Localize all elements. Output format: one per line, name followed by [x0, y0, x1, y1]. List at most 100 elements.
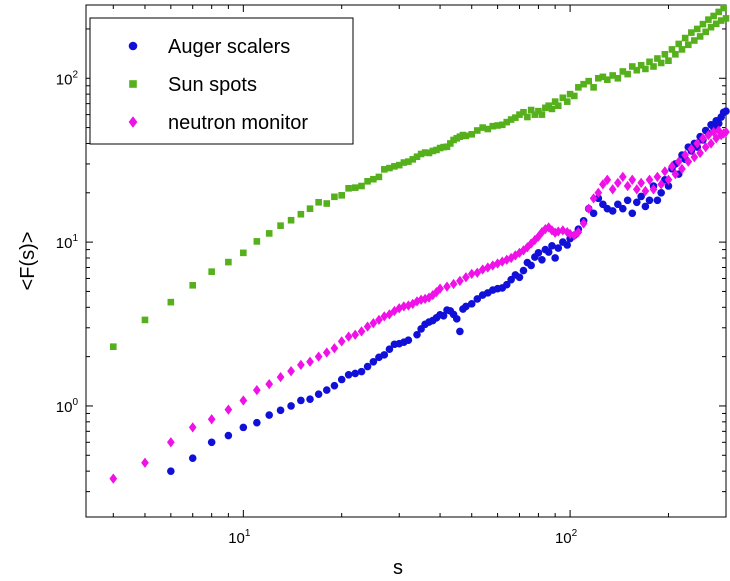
data-point: [628, 174, 637, 185]
data-point: [628, 63, 636, 70]
data-point: [484, 125, 492, 133]
data-point: [265, 378, 274, 390]
data-point: [599, 179, 607, 190]
data-point: [188, 422, 197, 433]
data-point: [589, 209, 598, 218]
data-point: [141, 316, 149, 324]
data-point: [404, 300, 413, 311]
data-point: [594, 187, 603, 198]
data-point: [357, 326, 366, 337]
data-point: [225, 258, 232, 266]
data-point: [417, 150, 425, 158]
data-point: [531, 111, 539, 118]
data-point: [674, 156, 683, 167]
data-point: [693, 25, 701, 33]
data-point: [548, 241, 556, 250]
data-point: [604, 76, 611, 84]
data-point: [473, 295, 482, 303]
data-point: [297, 359, 305, 371]
data-point: [166, 437, 175, 448]
data-point: [722, 107, 730, 115]
legend-label: neutron monitor: [168, 112, 308, 134]
data-point: [515, 273, 524, 282]
data-point: [637, 192, 645, 201]
data-point: [702, 28, 709, 36]
data-point: [440, 143, 447, 151]
data-point: [645, 174, 654, 185]
x-axis-label: s: [393, 557, 403, 579]
data-point: [425, 149, 433, 157]
data-point: [239, 423, 248, 432]
series-auger-scalers: [167, 107, 730, 475]
data-point: [535, 107, 542, 115]
data-point: [314, 390, 323, 398]
data-point: [520, 108, 527, 116]
data-point: [322, 386, 331, 394]
data-point: [467, 300, 476, 308]
data-point: [208, 268, 215, 275]
data-point: [297, 210, 305, 218]
data-point: [502, 254, 511, 265]
data-point: [668, 161, 676, 172]
data-point: [276, 406, 285, 415]
data-point: [574, 227, 583, 238]
data-point: [614, 200, 622, 209]
data-point: [657, 179, 666, 190]
data-point: [665, 57, 672, 64]
data-point: [705, 16, 712, 23]
data-point: [538, 255, 546, 264]
data-point: [395, 161, 403, 169]
data-point: [523, 242, 532, 253]
data-point: [498, 256, 507, 267]
x-tick-label: 101: [228, 528, 251, 547]
data-point: [678, 46, 686, 53]
data-point: [691, 37, 698, 44]
data-point: [363, 362, 372, 371]
data-point: [344, 331, 353, 342]
data-point: [478, 264, 487, 275]
data-point: [468, 130, 476, 138]
data-point: [715, 8, 723, 16]
legend-marker: [129, 80, 137, 88]
data-point: [507, 116, 515, 123]
plot-frame: [85, 4, 727, 518]
series-sun-spots: [109, 4, 730, 350]
data-point: [618, 171, 627, 183]
data-point: [554, 244, 563, 252]
data-point: [646, 58, 653, 66]
data-point: [297, 396, 305, 405]
series-neutron-monitor: [109, 125, 730, 484]
data-point: [436, 144, 444, 152]
data-point: [189, 281, 197, 289]
data-point: [456, 327, 464, 336]
data-point: [527, 261, 535, 270]
data-point: [575, 84, 582, 91]
data-point: [654, 55, 661, 62]
data-point: [479, 124, 486, 131]
data-point: [609, 72, 616, 79]
data-point: [688, 29, 695, 36]
data-point: [207, 414, 216, 425]
data-point: [447, 140, 454, 147]
data-point: [473, 127, 481, 134]
data-point: [502, 280, 511, 289]
data-point: [671, 168, 680, 180]
data-point: [641, 185, 650, 197]
data-point: [527, 106, 535, 114]
data-point: [498, 121, 506, 129]
data-point: [323, 200, 331, 207]
data-point: [375, 173, 383, 181]
data-point: [253, 418, 261, 427]
data-point: [570, 92, 578, 100]
y-tick-label: 100: [56, 397, 79, 416]
data-point: [548, 105, 556, 113]
data-point: [613, 177, 622, 188]
data-point: [449, 278, 458, 290]
data-point: [385, 309, 394, 320]
data-point: [699, 20, 707, 28]
data-point: [707, 23, 715, 31]
data-point: [645, 196, 654, 205]
data-point: [594, 194, 603, 203]
data-point: [494, 122, 501, 129]
data-point: [462, 132, 470, 140]
